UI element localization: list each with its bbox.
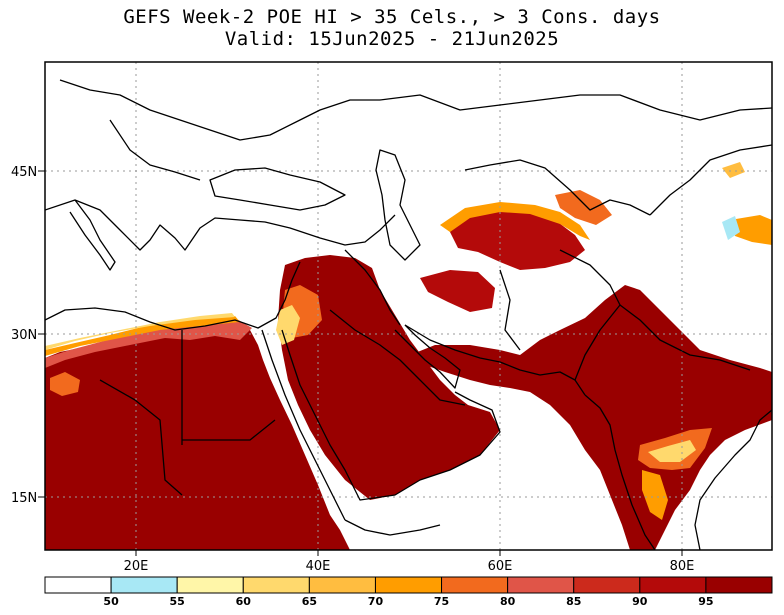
colorbar-label: 55: [170, 595, 185, 608]
border-china-west: [649, 144, 772, 216]
coast-india-west: [584, 394, 656, 550]
map-frame: [44, 61, 773, 551]
field-east-edge-orange: [730, 215, 772, 245]
colorbar-swatch: [507, 576, 575, 594]
map-title-line2: Valid: 15Jun2025 - 21Jun2025: [224, 28, 560, 50]
lon-label-80e: 80E: [670, 559, 695, 574]
colorbar-label: 70: [368, 595, 384, 608]
map-title-line1: GEFS Week-2 POE HI > 35 Cels., > 3 Cons.…: [123, 6, 661, 28]
colorbar-label: 50: [103, 595, 119, 608]
colorbar-label: 95: [698, 595, 713, 608]
field-tarim-patch: [722, 162, 745, 178]
lon-label-20e: 20E: [124, 559, 149, 574]
field-east-edge-cyan: [722, 216, 740, 240]
graticule: [45, 62, 772, 550]
colorbar: 50 55 60 65 70 75 80 85 90 95: [44, 576, 773, 608]
field-central-asia: [448, 210, 585, 270]
colorbar-label: 80: [500, 595, 516, 608]
lon-ticks: [135, 550, 683, 556]
lon-label-40e: 40E: [306, 559, 331, 574]
field-africa: [45, 322, 350, 550]
border-iraq-iran: [344, 249, 401, 326]
field-india-south-orange: [642, 470, 668, 520]
border-europe: [59, 79, 380, 141]
colorbar-swatch: [44, 576, 112, 594]
field-india-east-yellow: [648, 440, 696, 462]
coast-horn-africa: [344, 519, 441, 536]
field-iran-plateau: [420, 270, 495, 312]
colorbar-swatch: [639, 576, 707, 594]
lat-label-15n: 15N: [11, 491, 37, 506]
coast-india-east: [694, 409, 772, 550]
colorbar-swatch: [705, 576, 773, 594]
lat-label-30n: 30N: [11, 328, 37, 343]
colorbar-swatch: [242, 576, 310, 594]
coast-black-sea: [209, 167, 346, 211]
colorbar-label: 60: [236, 595, 252, 608]
field-arabia: [278, 255, 500, 500]
colorbar-label: 90: [632, 595, 648, 608]
lon-label-60e: 60E: [488, 559, 513, 574]
coast-iran-south: [404, 324, 586, 396]
colorbar-swatch: [110, 576, 178, 594]
coast-europe-south: [45, 199, 396, 251]
border-iran-afg: [499, 269, 521, 351]
coast-arabia-west: [281, 329, 501, 501]
border-sudan: [182, 419, 276, 441]
heat-field: [45, 162, 772, 550]
border-chad: [99, 379, 183, 496]
border-saudi: [329, 309, 466, 406]
field-africa-fringe: [45, 316, 240, 356]
colorbar-swatch: [374, 576, 443, 594]
colorbar-swatch: [573, 576, 641, 594]
field-africa-fringe-yellow: [45, 313, 235, 350]
coast-persian-gulf: [394, 324, 461, 389]
field-africa-inner-orange: [50, 372, 80, 396]
field-tajik-patch: [555, 190, 612, 225]
lat-ticks: [38, 170, 45, 498]
colorbar-swatch: [441, 576, 509, 594]
colorbar-label: 65: [302, 595, 317, 608]
field-levant-yellow: [276, 305, 300, 345]
border-kazakh: [379, 94, 772, 121]
field-central-asia-edge: [440, 202, 590, 240]
colorbar-swatch: [176, 576, 244, 594]
coast-north-africa: [45, 261, 301, 331]
border-india-pak: [619, 304, 751, 371]
coastlines-borders: [45, 79, 772, 550]
border-central-asia: [464, 159, 651, 216]
colorbar-swatch: [308, 576, 376, 594]
field-africa-north-edge: [45, 318, 252, 368]
colorbar-label: 85: [566, 595, 581, 608]
border-europe-2: [109, 119, 201, 181]
coast-caspian: [375, 149, 421, 261]
coast-red-sea-west: [261, 329, 346, 521]
colorbar-label: 75: [434, 595, 449, 608]
lat-label-45n: 45N: [11, 165, 37, 180]
coast-italy: [69, 199, 116, 271]
